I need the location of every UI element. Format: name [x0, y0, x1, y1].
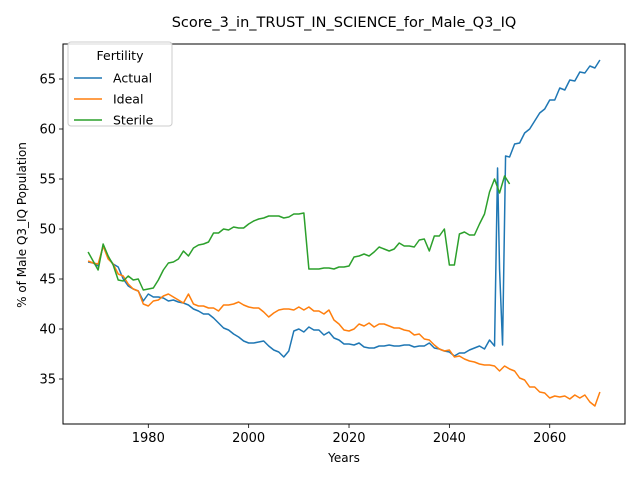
y-axis: 35 40 45 50 55 60 65 [39, 73, 63, 388]
y-tick-label: 55 [39, 173, 56, 188]
x-tick-label: 2060 [533, 431, 566, 446]
series-line-actual [87, 59, 601, 358]
legend-title: Fertility [97, 48, 145, 63]
x-axis-title: Years [327, 451, 360, 465]
y-tick-label: 40 [39, 323, 56, 338]
chart-title: Score_3_in_TRUST_IN_SCIENCE_for_Male_Q3_… [172, 15, 517, 31]
legend-label-actual: Actual [113, 71, 152, 86]
y-tick-label: 35 [39, 373, 56, 388]
legend-box [67, 41, 173, 127]
y-axis-title: % of Male Q3_IQ Population [15, 142, 29, 308]
axes-frame [62, 43, 626, 425]
x-tick-label: 2020 [332, 431, 365, 446]
legend-label-ideal: Ideal [113, 92, 143, 107]
x-tick-label: 2040 [433, 431, 466, 446]
x-axis: 1980 2000 2020 2040 2060 [132, 424, 566, 446]
y-tick-label: 60 [39, 123, 56, 138]
y-tick-label: 45 [39, 273, 56, 288]
plot-area [62, 43, 626, 425]
legend-label-sterile: Sterile [113, 113, 154, 128]
x-tick-label: 1980 [132, 431, 165, 446]
legend: Fertility Actual Ideal Sterile [67, 41, 173, 128]
y-tick-label: 50 [39, 223, 56, 238]
x-tick-label: 2000 [232, 431, 265, 446]
series-layer [87, 59, 601, 407]
series-line-ideal [87, 245, 601, 407]
y-tick-label: 65 [39, 73, 56, 88]
series-line-sterile [87, 175, 511, 291]
legend-entries: Actual Ideal Sterile [74, 71, 154, 128]
